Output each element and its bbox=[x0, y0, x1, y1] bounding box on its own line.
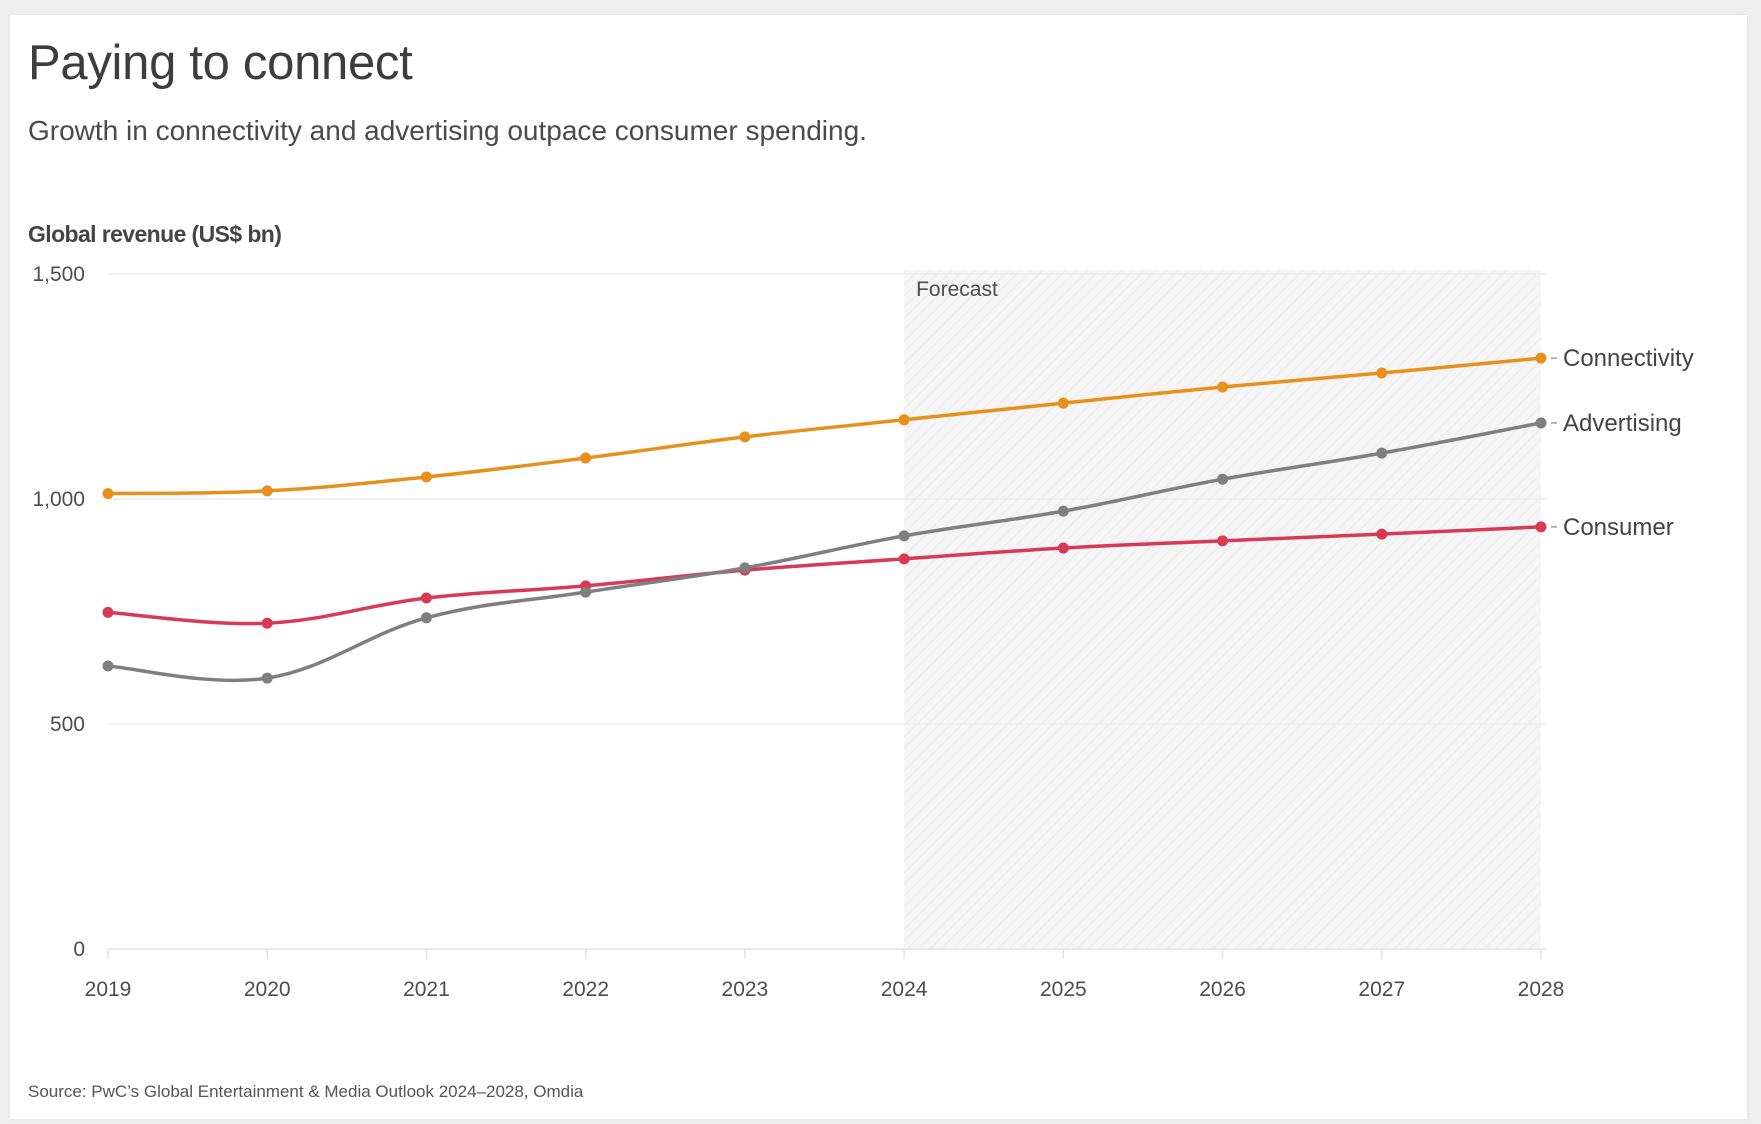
series bbox=[102, 352, 1547, 684]
data-point-connectivity-2028 bbox=[1535, 352, 1547, 364]
data-point-connectivity-2026 bbox=[1217, 381, 1229, 393]
series-label-advertising: Advertising bbox=[1563, 410, 1682, 437]
data-point-advertising-2028 bbox=[1535, 417, 1547, 429]
series-line-connectivity bbox=[106, 356, 1543, 496]
data-point-connectivity-2020 bbox=[261, 485, 273, 497]
y-tick-label: 500 bbox=[50, 713, 85, 736]
y-tick-label: 1,500 bbox=[32, 263, 85, 286]
data-point-advertising-2019 bbox=[102, 660, 114, 672]
chart-title: Paying to connect bbox=[28, 36, 413, 90]
data-point-advertising-2020 bbox=[261, 672, 273, 684]
data-point-connectivity-2021 bbox=[420, 471, 432, 483]
series-line-advertising bbox=[106, 421, 1543, 683]
data-point-consumer-2021 bbox=[420, 592, 432, 604]
data-point-consumer-2028 bbox=[1535, 521, 1547, 533]
axes: 2019 2020 2021 2022 2023 2024 2025 2026 2027 2028 bbox=[85, 949, 1565, 1001]
x-tick-label: 2023 bbox=[722, 978, 769, 1001]
source-note: Source: PwC’s Global Entertainment & Med… bbox=[28, 1082, 584, 1101]
chart-subtitle: Growth in connectivity and advertising o… bbox=[28, 115, 867, 146]
data-point-advertising-2026 bbox=[1217, 473, 1229, 485]
data-point-advertising-2024 bbox=[898, 530, 910, 542]
data-point-consumer-2020 bbox=[261, 617, 273, 629]
x-tick-label: 2021 bbox=[403, 978, 450, 1001]
data-point-connectivity-2024 bbox=[898, 414, 910, 426]
gridlines: 0 500 1,000 1,500 bbox=[32, 263, 1546, 961]
forecast-label: Forecast bbox=[916, 278, 998, 301]
x-tick-label: 2022 bbox=[562, 978, 609, 1001]
data-point-advertising-2021 bbox=[420, 612, 432, 624]
y-axis-title: Global revenue (US$ bn) bbox=[28, 221, 282, 247]
y-tick-label: 0 bbox=[73, 938, 85, 961]
series-advertising bbox=[102, 417, 1547, 684]
series-line-consumer bbox=[106, 525, 1543, 626]
forecast-shading bbox=[904, 270, 1541, 949]
series-label-connectivity: Connectivity bbox=[1563, 345, 1694, 372]
data-point-consumer-2025 bbox=[1057, 542, 1069, 554]
x-tick-label: 2024 bbox=[881, 978, 928, 1001]
data-point-consumer-2026 bbox=[1217, 535, 1229, 547]
data-point-consumer-2019 bbox=[102, 606, 114, 618]
x-tick-label: 2019 bbox=[85, 978, 132, 1001]
data-point-connectivity-2025 bbox=[1057, 397, 1069, 409]
x-tick-label: 2025 bbox=[1040, 978, 1087, 1001]
series-label-consumer: Consumer bbox=[1563, 514, 1674, 541]
x-tick-label: 2027 bbox=[1358, 978, 1405, 1001]
data-point-advertising-2023 bbox=[739, 562, 751, 574]
data-point-connectivity-2019 bbox=[102, 488, 114, 500]
series-labels: Consumer Advertising Connectivity bbox=[1551, 345, 1694, 541]
data-point-consumer-2024 bbox=[898, 553, 910, 565]
data-point-connectivity-2022 bbox=[580, 452, 592, 464]
x-tick-label: 2020 bbox=[244, 978, 291, 1001]
data-point-advertising-2022 bbox=[580, 586, 592, 598]
data-point-advertising-2025 bbox=[1057, 505, 1069, 517]
data-point-connectivity-2023 bbox=[739, 431, 751, 443]
data-point-consumer-2027 bbox=[1376, 528, 1388, 540]
forecast-region: Forecast bbox=[904, 270, 1541, 949]
data-point-advertising-2027 bbox=[1376, 447, 1388, 459]
x-tick-label: 2026 bbox=[1199, 978, 1246, 1001]
x-tick-label: 2028 bbox=[1518, 978, 1565, 1001]
series-connectivity bbox=[102, 352, 1547, 500]
data-point-connectivity-2027 bbox=[1376, 367, 1388, 379]
y-tick-label: 1,000 bbox=[32, 488, 85, 511]
